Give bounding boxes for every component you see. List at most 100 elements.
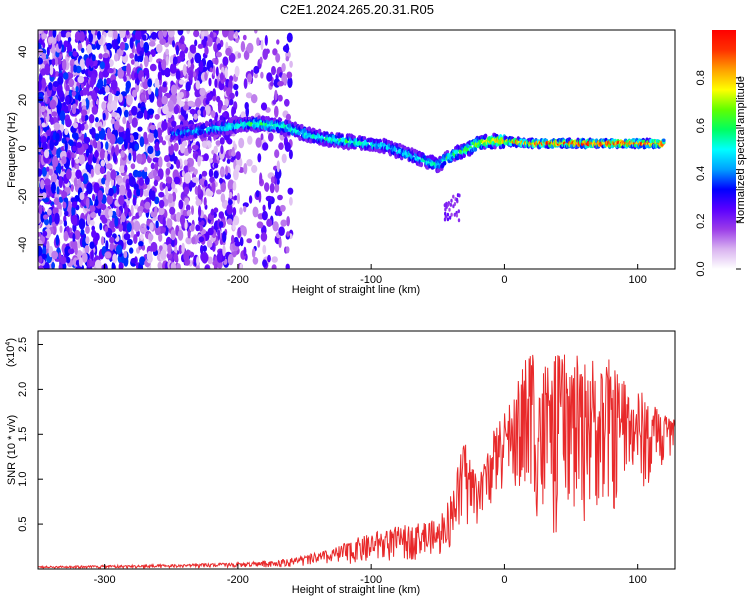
ridge-cell [235, 129, 240, 133]
noise-blob [38, 133, 41, 141]
noise-blob [139, 39, 144, 48]
noise-blob [40, 136, 47, 144]
noise-blob [277, 80, 284, 87]
snr-series-line [38, 354, 675, 569]
noise-blob [242, 34, 247, 41]
noise-blob [52, 207, 59, 215]
snr-x-label: Height of straight line (km) [292, 584, 420, 596]
noise-blob [225, 165, 229, 176]
noise-blob [215, 51, 222, 58]
noise-blob [40, 105, 46, 113]
noise-blob [233, 83, 239, 91]
noise-blob [276, 178, 280, 185]
noise-blob [253, 65, 260, 74]
noise-blob [59, 110, 66, 122]
noise-blob [260, 102, 268, 111]
noise-blob [202, 66, 208, 72]
noise-blob [136, 188, 141, 197]
noise-blob [183, 165, 189, 174]
noise-blob [158, 86, 163, 98]
noise-blob [156, 127, 162, 139]
noise-blob [51, 262, 55, 269]
noise-blob [127, 188, 132, 199]
noise-blob [222, 245, 226, 257]
noise-blob [262, 244, 267, 255]
noise-blob [70, 63, 74, 74]
x-tick-label: 100 [629, 274, 647, 286]
noise-blob [143, 137, 149, 145]
noise-blob [71, 90, 77, 97]
tail-cell [450, 212, 453, 217]
noise-blob [72, 145, 77, 152]
snr-y-axis: 0.5 1.0 1.5 2.0 2.5 [17, 337, 43, 532]
noise-blob [118, 223, 123, 232]
noise-blob [71, 214, 78, 226]
noise-blob [204, 72, 208, 81]
noise-blob [274, 167, 282, 180]
noise-blob [148, 172, 154, 179]
noise-blob [227, 253, 234, 266]
noise-blob [38, 231, 42, 237]
noise-blob [285, 56, 290, 62]
noise-blob [38, 153, 41, 164]
noise-blob [260, 39, 264, 51]
noise-blob [184, 172, 192, 184]
noise-blob [136, 170, 143, 178]
y-tick-label: -40 [17, 237, 29, 253]
noise-blob [44, 91, 48, 103]
noise-blob [41, 253, 48, 260]
noise-blob [173, 253, 179, 263]
noise-blob [247, 73, 253, 83]
noise-blob [150, 31, 158, 40]
noise-blob [162, 183, 167, 189]
noise-blob [94, 198, 99, 207]
noise-blob [222, 56, 229, 66]
noise-blob [149, 222, 154, 231]
noise-blob [201, 229, 207, 235]
noise-blob [255, 137, 262, 148]
noise-blob [227, 179, 235, 192]
noise-blob [118, 93, 123, 103]
noise-blob [204, 265, 210, 269]
noise-blob [88, 60, 94, 67]
noise-blob [233, 215, 240, 226]
noise-blob [162, 81, 167, 88]
noise-blob [52, 131, 57, 141]
noise-blob [187, 51, 193, 60]
noise-blob [161, 58, 167, 71]
noise-blob [85, 148, 90, 158]
noise-blob [72, 122, 79, 129]
noise-blob [183, 250, 190, 262]
noise-blob [219, 137, 225, 145]
noise-blob [276, 39, 280, 45]
noise-blob [66, 256, 71, 264]
noise-blob [266, 72, 273, 82]
noise-blob [170, 262, 177, 269]
noise-blob [235, 151, 241, 161]
noise-blob [96, 140, 101, 152]
noise-blob [60, 30, 68, 38]
noise-blob [110, 100, 118, 111]
noise-blob [102, 263, 108, 269]
noise-blob [159, 38, 166, 45]
tail-cell [457, 209, 460, 214]
noise-blob [90, 168, 94, 178]
noise-blob [153, 149, 161, 157]
noise-blob [247, 135, 253, 145]
noise-blob [206, 190, 214, 197]
noise-blob [66, 72, 74, 79]
noise-blob [131, 105, 138, 116]
noise-blob [189, 158, 194, 167]
noise-blob [186, 30, 191, 35]
noise-blob [256, 37, 260, 46]
noise-blob [222, 30, 229, 38]
noise-blob [252, 206, 259, 218]
noise-blob [99, 87, 106, 95]
colorbar-tick-label: 0.0 [695, 261, 707, 276]
noise-blob [282, 45, 290, 53]
noise-blob [133, 183, 139, 190]
noise-blob [94, 149, 99, 159]
noise-blob [220, 182, 226, 193]
noise-blob [272, 221, 279, 232]
ridge-cell [297, 131, 301, 136]
